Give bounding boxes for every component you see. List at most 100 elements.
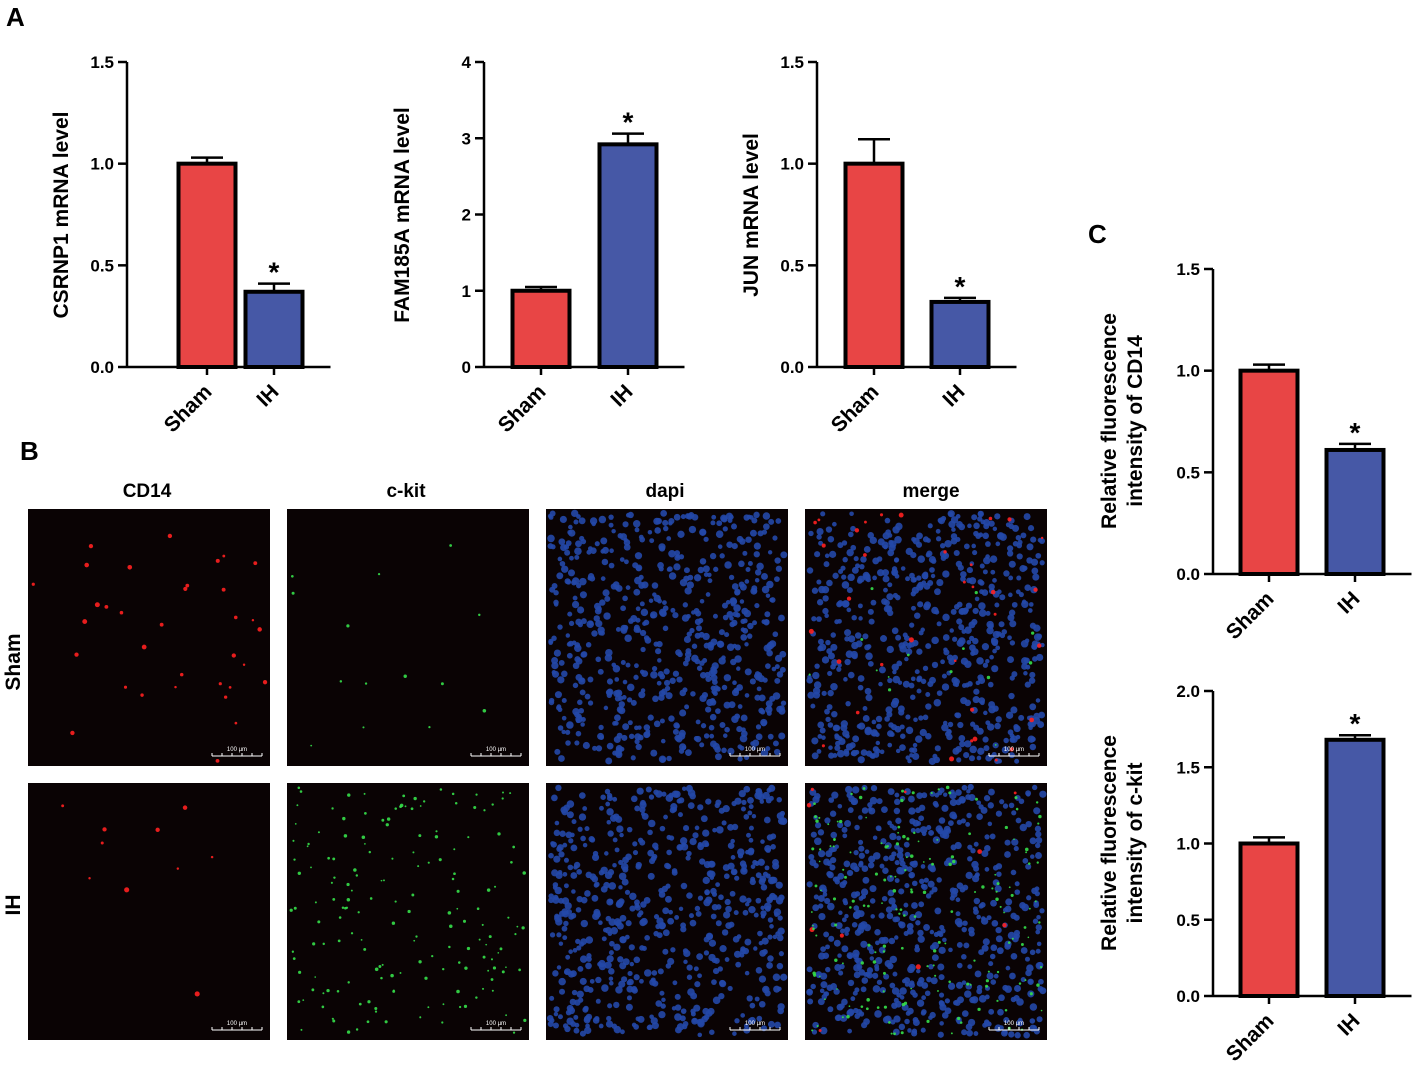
cell-signal [428,725,431,729]
cell-signal [1035,698,1041,703]
cell-signal [984,867,990,872]
cell-signal [937,990,939,992]
cell-signal [697,973,702,979]
cell-signal [680,882,688,890]
cell-signal [992,648,997,654]
cell-signal [775,518,782,524]
cell-signal [674,1004,682,1011]
cell-signal [953,659,957,663]
cell-signal [905,856,908,859]
cell-signal [501,970,505,974]
cell-signal [830,922,836,928]
cell-signal [744,970,750,976]
cell-signal [859,564,865,570]
cell-signal [766,649,773,657]
cell-signal [559,515,567,523]
cell-signal [553,829,561,837]
cell-signal [737,756,743,762]
cell-signal [697,804,704,811]
cell-signal [997,1008,1004,1016]
cell-signal [730,855,736,860]
cell-signal [894,935,899,940]
cell-signal [960,818,966,824]
cell-signal [634,739,640,745]
cell-signal [914,669,920,675]
cell-signal [1035,552,1042,559]
cell-signal [647,714,654,721]
cell-signal [970,739,974,743]
cell-signal [61,804,65,808]
cell-signal [74,652,79,657]
cell-signal [643,896,651,904]
cell-signal [557,725,564,731]
cell-signal [710,667,718,675]
cell-signal [699,858,706,865]
cell-signal [828,797,835,803]
cell-signal [620,605,626,612]
cell-signal [970,848,976,854]
cell-signal [681,745,687,750]
cell-signal [950,855,955,859]
cell-signal [766,787,772,793]
cell-signal [883,855,889,862]
cell-signal [726,610,734,618]
cell-signal [812,796,820,804]
cell-signal [658,1011,666,1019]
cell-signal [697,895,704,901]
cell-signal [996,970,1000,974]
cell-signal [558,941,564,946]
bar-sham [510,288,572,369]
cell-signal [442,1003,445,1006]
cell-signal [766,705,772,710]
x-tick-label: Sham [1222,587,1279,644]
y-axis-label-line: intensity of c-kit [1124,762,1147,923]
cell-signal [576,896,583,903]
cell-signal [745,566,751,572]
cell-signal [585,962,592,970]
cell-signal [490,958,494,961]
cell-signal [1008,802,1015,809]
cell-signal [916,532,923,540]
cell-signal [828,935,835,942]
cell-signal [715,530,724,538]
micrograph-sham-dapi: 100 µm [546,509,788,766]
cell-signal [619,914,627,922]
cell-signal [888,544,896,552]
cell-signal [780,551,788,559]
cell-signal [655,790,663,798]
cell-signal [968,755,975,762]
cell-signal [622,595,628,602]
cell-signal [825,966,831,973]
cell-signal [832,521,837,527]
cell-signal [837,663,842,668]
cell-signal [827,722,834,728]
cell-signal [564,578,571,585]
cell-signal [1027,720,1034,728]
cell-signal [911,902,918,909]
cell-signal [853,964,861,972]
cell-signal [1007,545,1014,552]
cell-signal [740,618,746,624]
cell-signal [880,842,883,845]
cell-signal [566,811,574,819]
cell-signal [740,946,746,952]
cell-signal [633,956,641,964]
cell-signal [619,832,624,838]
y-tick-label: 0.0 [1176,987,1200,1006]
cell-signal [659,825,666,832]
cell-signal [727,862,735,870]
cell-signal [1004,839,1011,846]
cell-signal [1007,656,1015,664]
cell-signal [641,945,647,951]
cell-signal [976,988,983,995]
cell-signal [916,648,923,655]
cell-signal [769,597,774,603]
cell-signal [608,514,614,520]
cell-signal [594,911,601,918]
cell-signal [724,726,730,733]
cell-signal [945,828,952,834]
cell-signal [976,657,984,665]
cell-signal [760,720,767,727]
cell-signal [733,604,741,612]
cell-signal [466,946,471,951]
